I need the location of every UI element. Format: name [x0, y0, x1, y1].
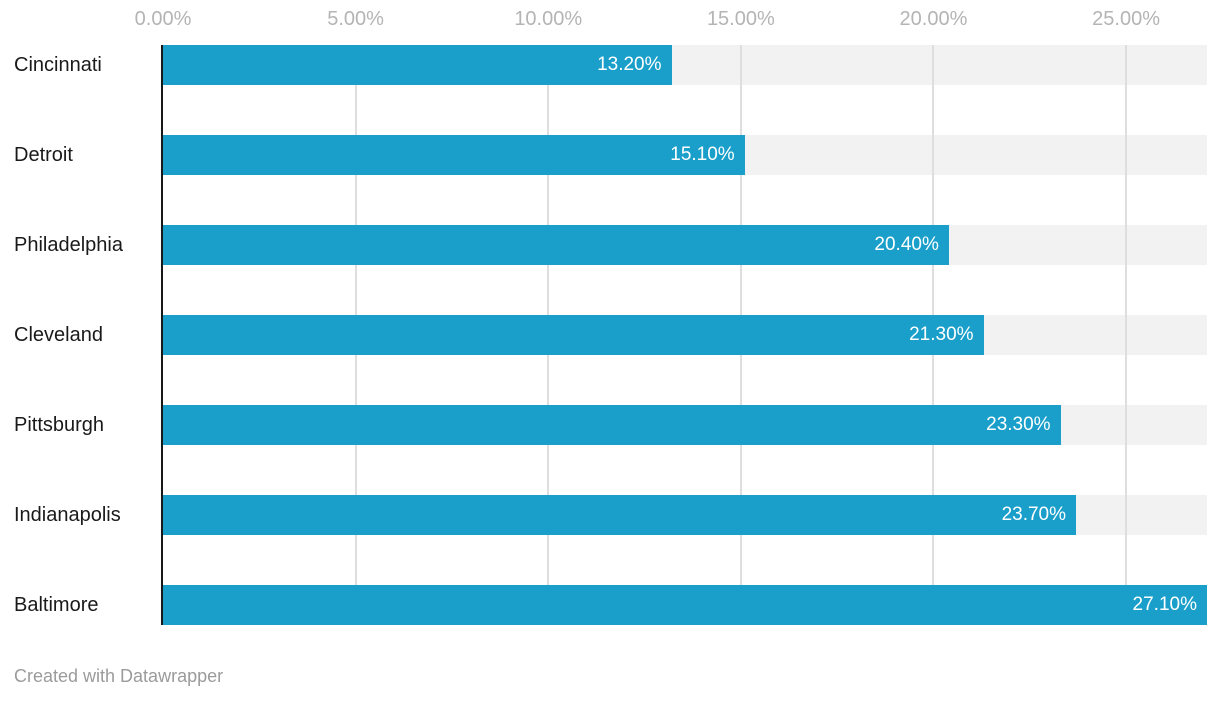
- plot-area: 13.20% 15.10% 20.40% 21.30% 23.30% 23.70% 27.1…: [161, 45, 1207, 625]
- x-tick-label: 5.00%: [327, 8, 384, 30]
- bar-value-label: 21.30%: [909, 324, 974, 345]
- category-label: Baltimore: [14, 594, 99, 616]
- x-tick-label: 15.00%: [706, 8, 775, 30]
- bar-detroit: 15.10%: [163, 135, 745, 175]
- x-tick-label: 10.00%: [514, 8, 583, 30]
- bar-value-label: 15.10%: [670, 144, 735, 165]
- category-axis: Cincinnati Detroit Philadelphia Cleveland Pi…: [0, 45, 163, 625]
- x-tick-label: 0.00%: [134, 8, 192, 30]
- category-label: Cleveland: [14, 324, 103, 346]
- y-axis-line: [161, 45, 163, 625]
- bar-cincinnati: 13.20%: [163, 45, 672, 85]
- category-label: Pittsburgh: [14, 414, 105, 436]
- bar-cleveland: 21.30%: [163, 315, 984, 355]
- x-axis: 0.00% 5.00% 10.00% 15.00% 20.00% 25.00%: [135, 8, 1207, 34]
- bar-baltimore: 27.10%: [163, 585, 1207, 625]
- category-label: Indianapolis: [14, 504, 121, 526]
- attribution: Created with Datawrapper: [14, 666, 224, 686]
- x-tick-label: 20.00%: [899, 8, 968, 30]
- x-tick-label: 25.00%: [1092, 8, 1161, 30]
- bar-indianapolis: 23.70%: [163, 495, 1077, 535]
- bar-value-label: 20.40%: [874, 234, 939, 255]
- category-label: Detroit: [14, 144, 73, 166]
- gridline: [1125, 45, 1128, 625]
- category-label: Cincinnati: [14, 54, 102, 76]
- bar-pittsburgh: 23.30%: [163, 405, 1061, 445]
- category-label: Philadelphia: [14, 234, 123, 256]
- bar-value-label: 13.20%: [597, 54, 662, 75]
- bar-value-label: 27.10%: [1132, 594, 1197, 615]
- bar-value-label: 23.30%: [986, 414, 1051, 435]
- bar-value-label: 23.70%: [1001, 504, 1067, 525]
- bar-philadelphia: 20.40%: [163, 225, 949, 265]
